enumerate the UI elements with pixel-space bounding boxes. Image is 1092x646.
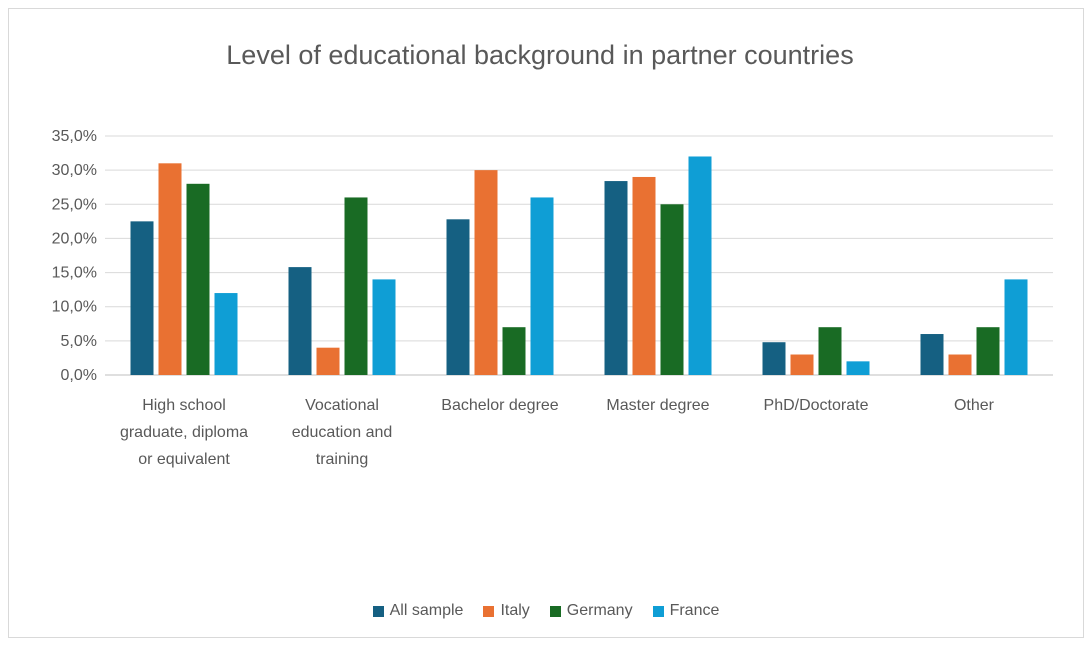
bar [316,347,340,375]
bar [344,197,368,375]
bar [530,197,554,375]
y-tick-label: 35,0% [52,128,97,145]
x-category-label: graduate, diploma [120,424,248,441]
x-category-label: Other [954,397,995,414]
x-category-label: PhD/Doctorate [764,397,869,414]
bar [920,334,944,375]
bar [186,183,210,375]
y-tick-label: 5,0% [61,333,97,350]
y-tick-label: 25,0% [52,196,97,213]
legend-item: All sample [372,602,464,620]
bar [790,354,814,375]
bar [660,204,684,375]
legend-swatch [549,605,561,617]
legend-label: France [669,602,720,619]
bar [762,342,786,375]
bar [688,156,712,375]
x-category-label: or equivalent [138,451,230,468]
bar [846,361,870,375]
bar [446,219,470,375]
x-category-label: Vocational [305,397,379,414]
x-category-label: training [316,451,368,468]
bar [158,163,182,375]
x-category-label: Master degree [606,397,709,414]
bar [214,293,238,375]
legend-label: Italy [500,602,530,619]
chart-title: Level of educational background in partn… [226,40,854,70]
legend-label: Germany [566,602,633,619]
legend-label: All sample [389,602,464,619]
bar [372,279,396,375]
y-tick-label: 20,0% [52,230,97,247]
legend-swatch [483,605,495,617]
x-category-label: education and [292,424,393,441]
legend-swatch [652,605,664,617]
bar [632,176,656,375]
chart-legend: All sample Italy Germany France [0,602,1092,620]
bar [130,221,154,375]
y-tick-label: 0,0% [61,367,97,384]
bar [976,327,1000,375]
bar [288,267,312,375]
x-category-label: High school [142,397,226,414]
y-tick-label: 10,0% [52,299,97,316]
legend-item: Italy [483,602,530,620]
legend-item: France [652,602,720,620]
x-category-label: Bachelor degree [441,397,559,414]
y-tick-label: 15,0% [52,265,97,282]
bar [502,327,526,375]
y-tick-label: 30,0% [52,162,97,179]
bar [604,181,628,375]
bar [818,327,842,375]
bar [948,354,972,375]
legend-item: Germany [549,602,633,620]
bar [1004,279,1028,375]
legend-swatch [372,605,384,617]
bar [474,170,498,375]
